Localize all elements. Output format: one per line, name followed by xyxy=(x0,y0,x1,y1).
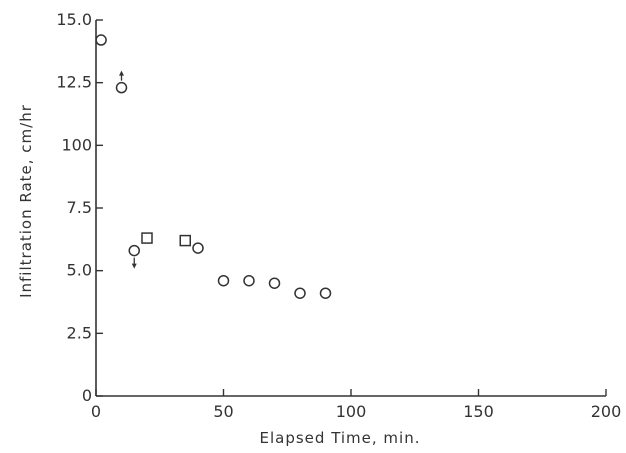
y-tick-label: 5.0 xyxy=(67,261,92,280)
x-ticks: 0 50 100 150 200 xyxy=(91,389,621,421)
x-tick-label: 200 xyxy=(591,402,622,421)
arrow-down-head xyxy=(131,263,137,269)
axes xyxy=(95,20,606,397)
y-ticks: 0 2.5 5.0 7.5 100 12.5 15.0 xyxy=(56,10,103,405)
data-point-circle xyxy=(294,287,306,299)
arrow-up-head xyxy=(119,70,124,76)
data-point-circle xyxy=(319,287,332,299)
data-point-square xyxy=(141,232,153,244)
data-point-circle xyxy=(268,277,281,289)
y-tick-label: 0 xyxy=(82,386,92,405)
data-point-circle xyxy=(115,81,128,94)
data-point-circle xyxy=(95,34,107,46)
annotations xyxy=(119,70,137,269)
x-axis-title: Elapsed Time, min. xyxy=(260,429,421,447)
y-axis-title: Infiltration Rate, cm/hr xyxy=(17,104,35,298)
data-point-circle xyxy=(192,242,204,254)
y-tick-label: 7.5 xyxy=(67,198,92,217)
y-tick-label: 12.5 xyxy=(56,73,92,92)
x-tick-label: 50 xyxy=(213,402,233,421)
data-point-square xyxy=(179,234,191,247)
x-tick-label: 0 xyxy=(91,402,101,421)
y-tick-label: 100 xyxy=(61,135,92,154)
data-point-circle xyxy=(243,274,255,287)
x-tick-label: 100 xyxy=(336,402,367,421)
x-tick-label: 150 xyxy=(463,402,494,421)
y-tick-label: 15.0 xyxy=(56,10,92,29)
data-markers xyxy=(95,34,332,299)
data-point-circle xyxy=(128,244,140,257)
data-point-circle xyxy=(217,274,230,287)
y-tick-label: 2.5 xyxy=(67,323,92,342)
